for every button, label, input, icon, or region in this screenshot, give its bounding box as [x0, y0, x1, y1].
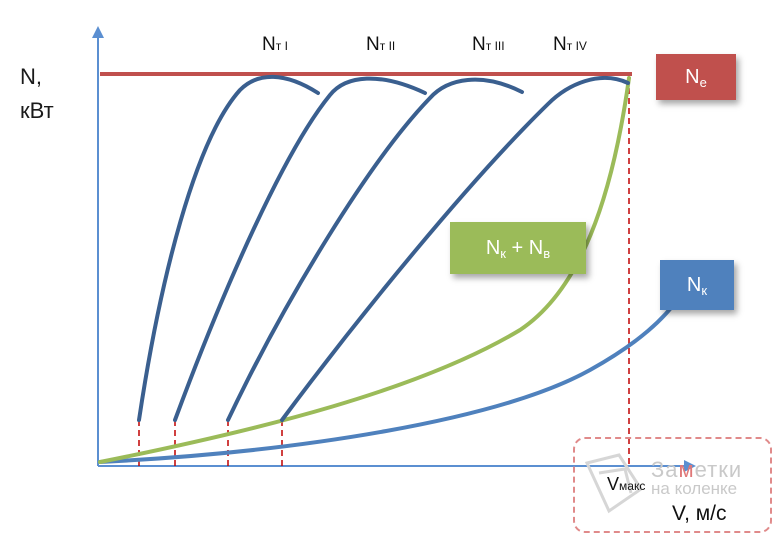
nk-box-main: N	[686, 273, 702, 296]
ne-box-sub: е	[699, 74, 707, 90]
gear-label-4-main: N	[553, 34, 567, 55]
y-axis-label-line1: N,	[20, 64, 42, 89]
gear-label-1-main: N	[262, 34, 276, 55]
watermark-line1-a: За	[651, 457, 679, 482]
gear-curve-4	[280, 76, 630, 422]
gear-label-2: Nт II	[366, 34, 395, 56]
x-axis-label: V, м/с	[672, 502, 727, 525]
gear-label-3-main: N	[472, 34, 486, 55]
gear-label-2-main: N	[366, 34, 380, 55]
gear-label-1: Nт I	[262, 34, 288, 56]
nk-plus-nv-curve	[98, 76, 631, 464]
vmax-label-sub: макс	[619, 479, 646, 493]
watermark-line1-c: етки	[694, 457, 743, 482]
nk-curve	[98, 294, 682, 464]
nk-plus-nv-box-main: N	[485, 236, 501, 259]
watermark: Заметки на коленке	[573, 437, 772, 533]
watermark-logo-icon	[584, 453, 644, 514]
watermark-line2: на коленке	[651, 479, 738, 498]
nk-plus-nv-box-sub2: в	[543, 245, 551, 261]
ne-box-main: N	[685, 65, 700, 88]
nk-box-sub: к	[701, 282, 708, 298]
gear-label-4: Nт IV	[553, 34, 587, 56]
nk-plus-nv-box-sub1: к	[500, 245, 506, 261]
watermark-line1-b: м	[678, 457, 695, 482]
nk-plus-nv-box-plus: + N	[505, 236, 544, 259]
y-axis-label-line2: кВт	[20, 98, 54, 123]
vmax-label: Vмакс	[607, 474, 645, 495]
watermark-line1: Заметки	[651, 457, 742, 483]
gear-curve-3	[226, 77, 524, 422]
vmax-label-main: V	[607, 474, 620, 494]
gear-label-1-sub: т I	[275, 39, 288, 53]
gear-curve-2	[173, 76, 427, 422]
gear-label-3-sub: т III	[485, 39, 505, 53]
gear-label-4-sub: т IV	[566, 39, 587, 53]
gear-label-3: Nт III	[472, 34, 505, 56]
y-axis-label: N, кВт	[20, 60, 54, 128]
gear-label-2-sub: т II	[379, 39, 396, 53]
gear-curve-1	[137, 74, 320, 422]
